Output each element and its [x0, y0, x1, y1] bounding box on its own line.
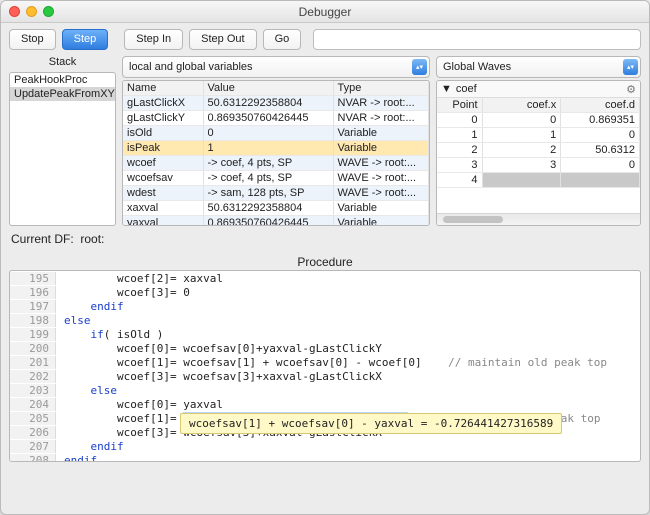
eval-tooltip: wcoefsav[1] + wcoefsav[0] - yaxval = -0.…: [180, 413, 562, 434]
code-line[interactable]: 203 else: [10, 383, 640, 397]
current-df: Current DF: root:: [1, 226, 649, 252]
gear-icon[interactable]: ⚙: [626, 83, 636, 96]
stack-header: Stack: [9, 56, 116, 70]
disclosure-triangle-icon: ▼: [441, 83, 452, 95]
code-line[interactable]: 198else: [10, 313, 640, 327]
waves-row[interactable]: 4: [437, 173, 640, 188]
code-line[interactable]: 200 wcoef[0]= wcoefsav[0]+yaxval-gLastCl…: [10, 341, 640, 355]
go-button[interactable]: Go: [263, 29, 302, 50]
waves-col-header[interactable]: Point: [437, 98, 482, 113]
vars-col-header[interactable]: Type: [333, 81, 429, 96]
step-button[interactable]: Step: [62, 29, 109, 50]
stack-list[interactable]: PeakHookProcUpdatePeakFromXY: [9, 72, 116, 226]
code-line[interactable]: 197 endif: [10, 299, 640, 313]
step-out-button[interactable]: Step Out: [189, 29, 256, 50]
search-input[interactable]: [313, 29, 641, 50]
vars-row[interactable]: gLastClickY0.869350760426445NVAR -> root…: [123, 111, 429, 126]
stop-button[interactable]: Stop: [9, 29, 56, 50]
code-line[interactable]: 199 if( isOld ): [10, 327, 640, 341]
waves-col-header[interactable]: coef.d: [561, 98, 640, 113]
vars-scope-label: local and global variables: [129, 61, 253, 73]
titlebar: Debugger: [1, 1, 649, 23]
wave-disclosure[interactable]: ▼ coef ⚙: [437, 81, 640, 98]
code-line[interactable]: 204 wcoef[0]= yaxval: [10, 397, 640, 411]
vars-row[interactable]: yaxval0.869350760426445Variable: [123, 216, 429, 227]
code-line[interactable]: 202 wcoef[3]= wcoefsav[3]+xaxval-gLastCl…: [10, 369, 640, 383]
waves-scope-select[interactable]: Global Waves ▴▾: [436, 56, 641, 78]
vars-row[interactable]: wdest-> sam, 128 pts, SPWAVE -> root:...: [123, 186, 429, 201]
debugger-window: Debugger Stop Step Step In Step Out Go S…: [0, 0, 650, 515]
waves-scope-label: Global Waves: [443, 61, 511, 73]
code-line[interactable]: 208endif: [10, 453, 640, 462]
vars-row[interactable]: wcoefsav-> coef, 4 pts, SPWAVE -> root:.…: [123, 171, 429, 186]
waves-row[interactable]: 330: [437, 158, 640, 173]
vars-row[interactable]: xaxval50.6312292358804Variable: [123, 201, 429, 216]
code-line[interactable]: 207 endif: [10, 439, 640, 453]
waves-row[interactable]: 2250.6312: [437, 143, 640, 158]
waves-row[interactable]: 000.869351: [437, 113, 640, 128]
window-title: Debugger: [1, 5, 649, 19]
code-line[interactable]: 195 wcoef[2]= xaxval: [10, 271, 640, 285]
waves-row[interactable]: 110: [437, 128, 640, 143]
waves-table-box[interactable]: ▼ coef ⚙ Pointcoef.xcoef.d000.8693511102…: [436, 80, 641, 226]
dropdown-arrows-icon: ▴▾: [412, 59, 427, 75]
vars-row[interactable]: gLastClickX50.6312292358804NVAR -> root:…: [123, 96, 429, 111]
vars-scope-select[interactable]: local and global variables ▴▾: [122, 56, 430, 78]
vars-row[interactable]: isPeak1Variable: [123, 141, 429, 156]
waves-hscroll[interactable]: [437, 213, 640, 225]
vars-col-header[interactable]: Value: [203, 81, 333, 96]
toolbar: Stop Step Step In Step Out Go: [1, 23, 649, 56]
stack-item[interactable]: UpdatePeakFromXY: [10, 87, 115, 101]
waves-col-header[interactable]: coef.x: [482, 98, 561, 113]
vars-table[interactable]: NameValueTypegLastClickX50.6312292358804…: [122, 80, 430, 226]
stack-item[interactable]: PeakHookProc: [10, 73, 115, 87]
procedure-header: Procedure: [1, 252, 649, 270]
code-line[interactable]: 196 wcoef[3]= 0: [10, 285, 640, 299]
step-in-button[interactable]: Step In: [124, 29, 183, 50]
dropdown-arrows-icon: ▴▾: [623, 59, 638, 75]
code-line[interactable]: 201 wcoef[1]= wcoefsav[1] + wcoefsav[0] …: [10, 355, 640, 369]
vars-row[interactable]: isOld0Variable: [123, 126, 429, 141]
vars-col-header[interactable]: Name: [123, 81, 203, 96]
wave-name: coef: [456, 83, 477, 95]
vars-row[interactable]: wcoef-> coef, 4 pts, SPWAVE -> root:...: [123, 156, 429, 171]
